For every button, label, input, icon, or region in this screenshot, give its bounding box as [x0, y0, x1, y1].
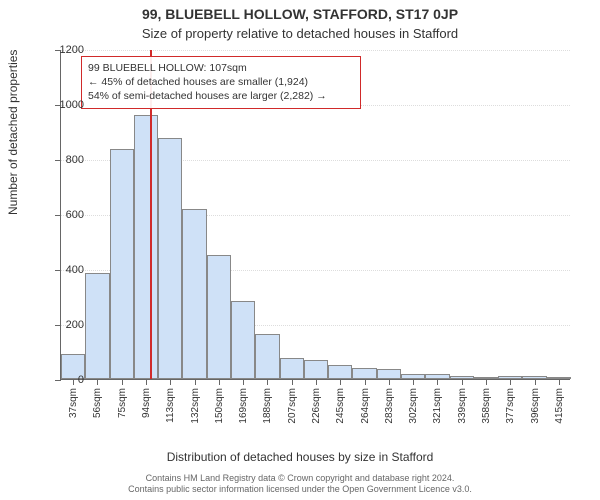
- y-tick-label: 200: [44, 319, 84, 331]
- x-tick-label: 150sqm: [214, 388, 225, 424]
- x-tick-label: 75sqm: [117, 388, 128, 418]
- x-tick-label: 56sqm: [92, 388, 103, 418]
- footer-attribution: Contains HM Land Registry data © Crown c…: [0, 473, 600, 496]
- annotation-line-1: 99 BLUEBELL HOLLOW: 107sqm: [88, 61, 354, 75]
- x-tick-label: 302sqm: [408, 388, 419, 424]
- histogram-bar: [255, 334, 279, 379]
- x-tick-label: 245sqm: [335, 388, 346, 424]
- page-title: 99, BLUEBELL HOLLOW, STAFFORD, ST17 0JP: [0, 6, 600, 22]
- footer-line-1: Contains HM Land Registry data © Crown c…: [0, 473, 600, 485]
- histogram-bar: [231, 301, 255, 379]
- x-tick-label: 169sqm: [238, 388, 249, 424]
- histogram-bar: [158, 138, 182, 379]
- x-tick-label: 339sqm: [457, 388, 468, 424]
- histogram-bar: [377, 369, 401, 379]
- x-tick-label: 132sqm: [190, 388, 201, 424]
- x-tick-label: 396sqm: [530, 388, 541, 424]
- x-tick-label: 226sqm: [311, 388, 322, 424]
- histogram-bar: [304, 360, 328, 379]
- histogram-bar: [207, 255, 231, 379]
- annotation-box: 99 BLUEBELL HOLLOW: 107sqm ← 45% of deta…: [81, 56, 361, 109]
- x-tick-label: 415sqm: [554, 388, 565, 424]
- histogram-plot: 99 BLUEBELL HOLLOW: 107sqm ← 45% of deta…: [60, 50, 570, 380]
- x-tick-label: 207sqm: [287, 388, 298, 424]
- histogram-bar: [328, 365, 352, 379]
- x-tick-label: 37sqm: [68, 388, 79, 418]
- histogram-bar: [85, 273, 109, 379]
- x-tick-label: 321sqm: [432, 388, 443, 424]
- x-axis-label: Distribution of detached houses by size …: [0, 450, 600, 464]
- y-tick-label: 1000: [44, 99, 84, 111]
- annotation-line-2: ← 45% of detached houses are smaller (1,…: [88, 75, 354, 89]
- x-tick-label: 264sqm: [360, 388, 371, 424]
- histogram-bar: [134, 115, 158, 379]
- histogram-bar: [182, 209, 206, 380]
- annotation-line-3: 54% of semi-detached houses are larger (…: [88, 89, 354, 103]
- x-tick-label: 113sqm: [165, 388, 176, 423]
- y-tick-label: 800: [44, 154, 84, 166]
- y-tick-label: 400: [44, 264, 84, 276]
- chart-subtitle: Size of property relative to detached ho…: [0, 26, 600, 41]
- x-tick-label: 188sqm: [262, 388, 273, 424]
- histogram-bar: [352, 368, 376, 379]
- x-tick-label: 94sqm: [141, 388, 152, 418]
- histogram-bar: [110, 149, 134, 379]
- y-axis-label: Number of detached properties: [6, 50, 20, 215]
- y-tick-label: 1200: [44, 44, 84, 56]
- footer-line-2: Contains public sector information licen…: [0, 484, 600, 496]
- x-tick-label: 377sqm: [505, 388, 516, 424]
- histogram-bar: [280, 358, 304, 379]
- x-tick-label: 358sqm: [481, 388, 492, 424]
- y-tick-label: 600: [44, 209, 84, 221]
- y-tick-label: 0: [44, 374, 84, 386]
- x-tick-label: 283sqm: [384, 388, 395, 424]
